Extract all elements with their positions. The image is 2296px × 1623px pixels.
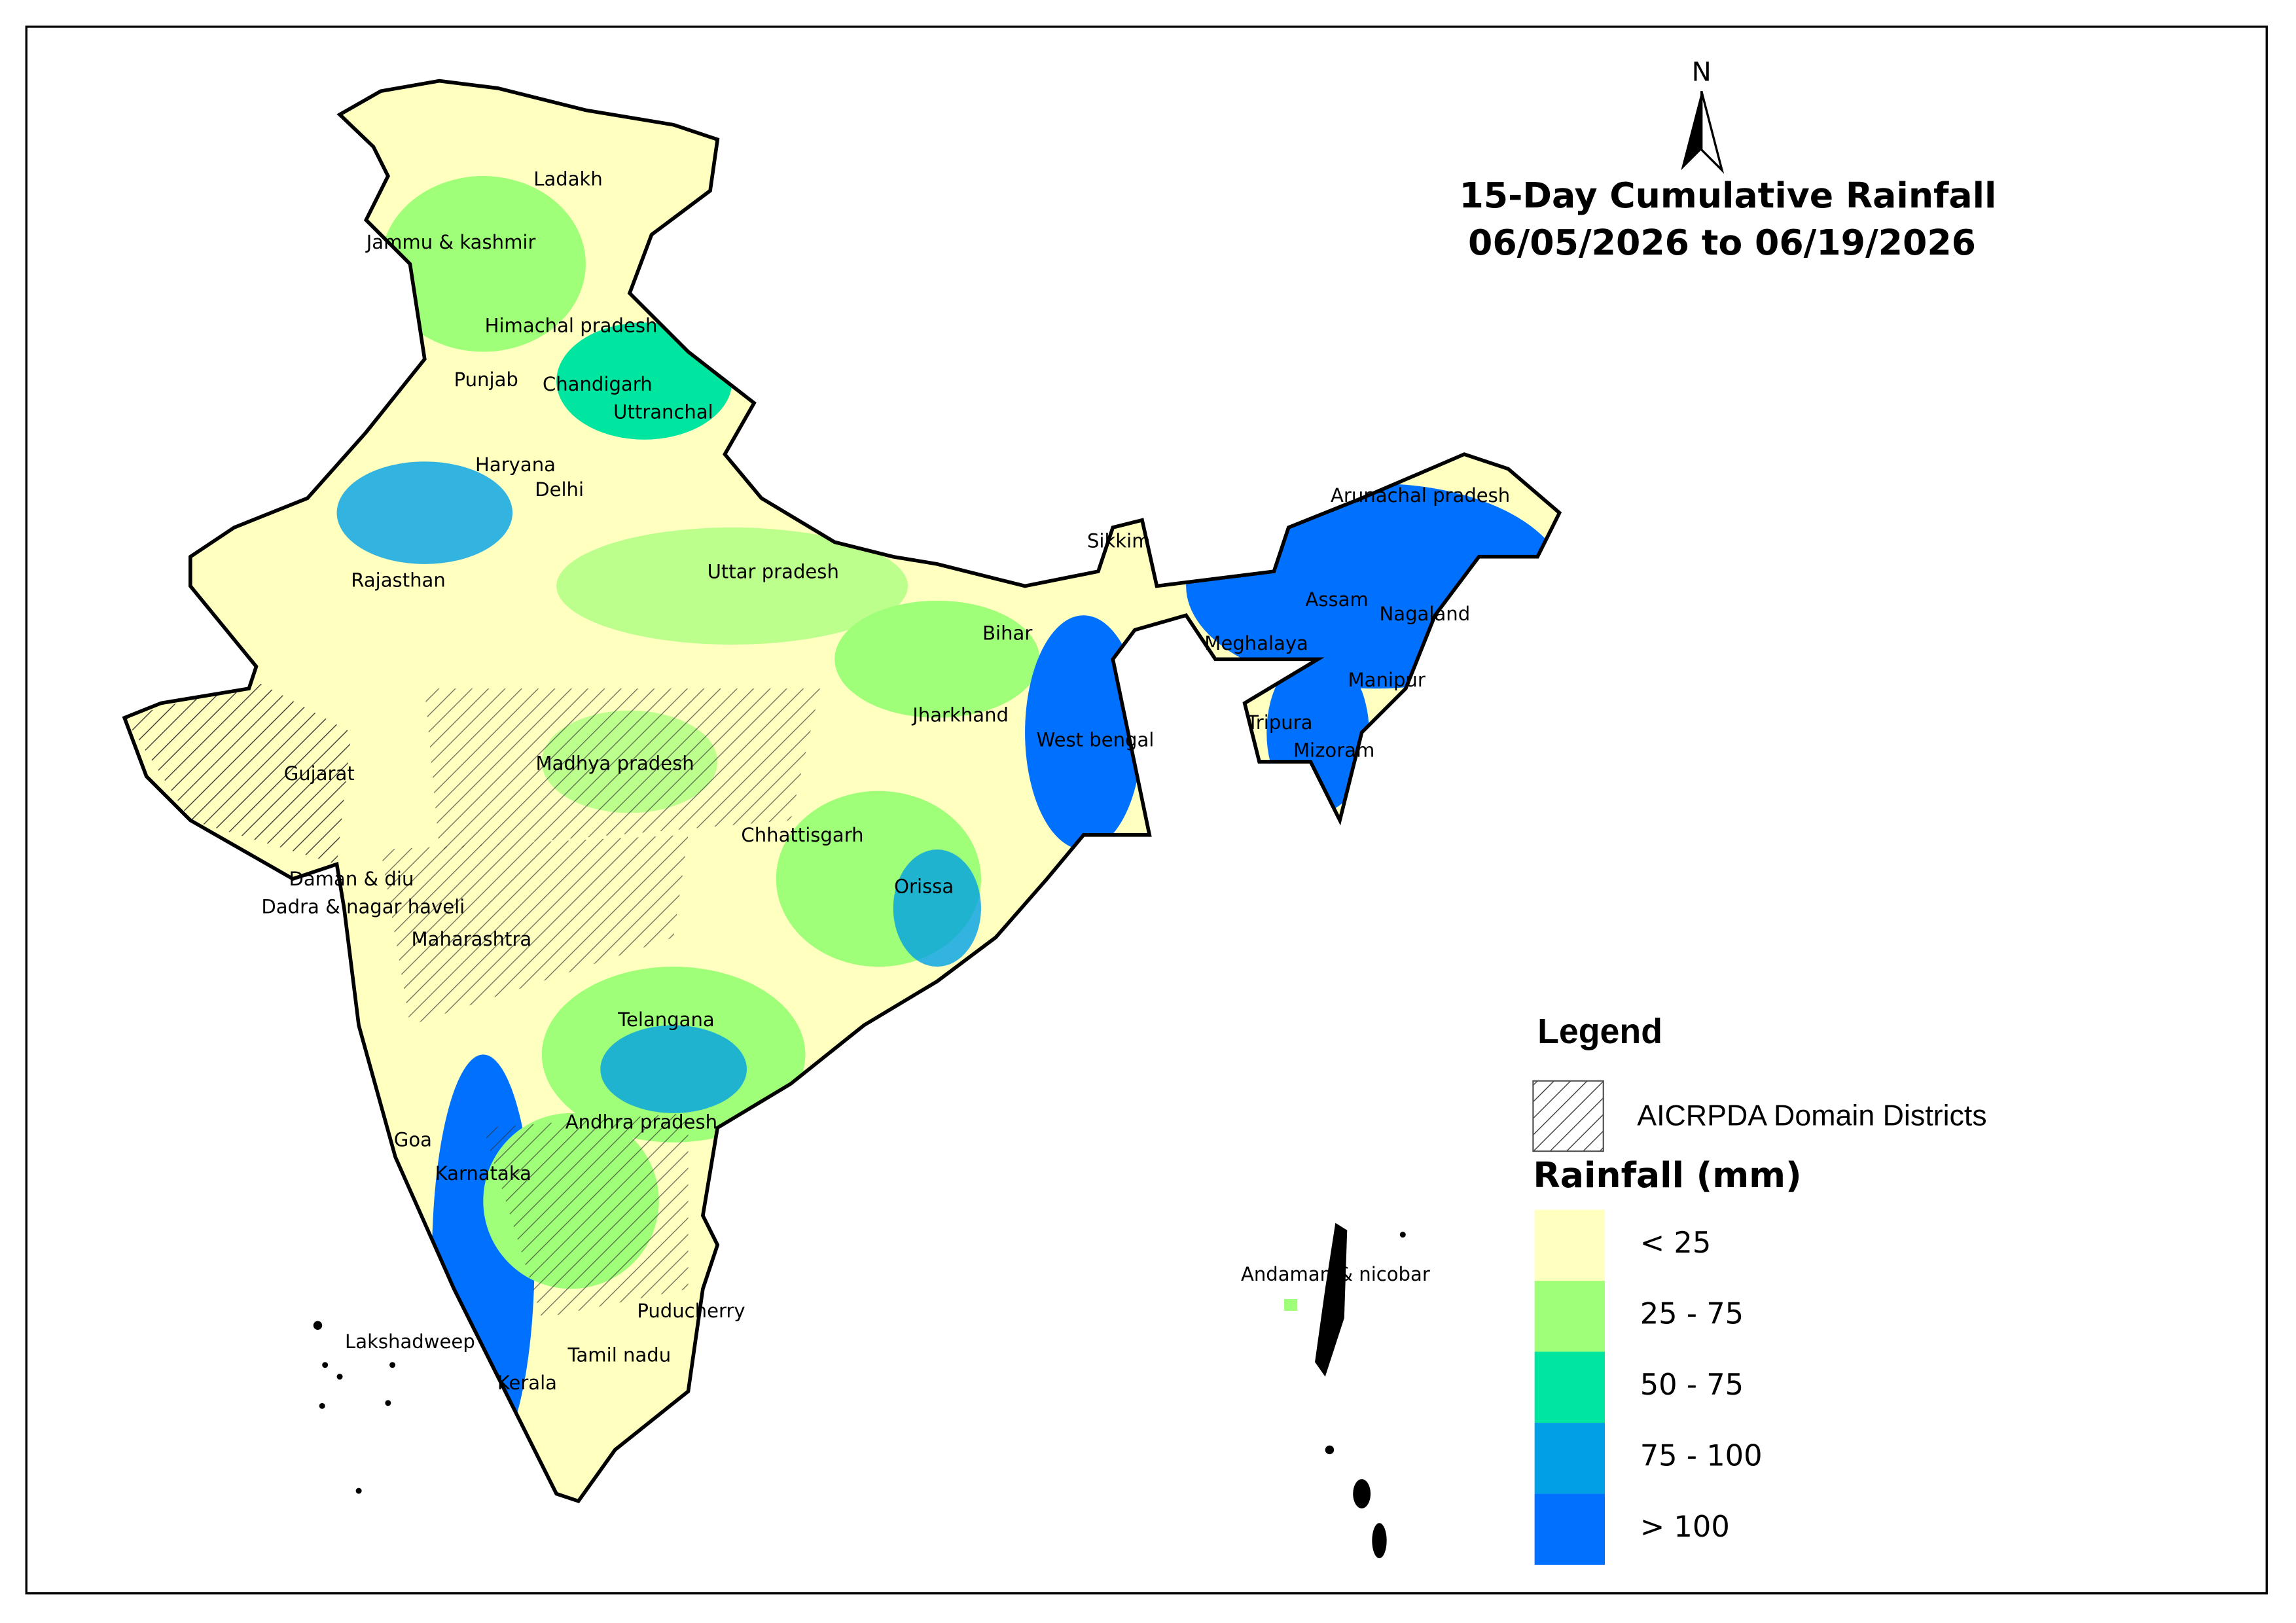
state-label: Jharkhand — [911, 704, 1009, 726]
state-label: Mizoram — [1293, 739, 1374, 761]
island-cell — [1284, 1299, 1298, 1311]
state-label: Bihar — [982, 622, 1032, 644]
legend-swatch — [1534, 1209, 1605, 1281]
state-label: West bengal — [1037, 729, 1155, 751]
state-label: Telangana — [617, 1008, 715, 1031]
state-label: Chandigarh — [543, 373, 653, 395]
state-label: Orissa — [894, 875, 954, 897]
state-label: Himachal pradesh — [485, 314, 658, 336]
legend-swatch — [1534, 1423, 1605, 1494]
legend-label: > 100 — [1640, 1509, 1730, 1544]
state-label: Punjab — [454, 368, 518, 391]
state-label: Chhattisgarh — [741, 824, 863, 846]
state-label: Goa — [394, 1128, 432, 1150]
state-label: Rajasthan — [351, 569, 446, 592]
state-label: Assam — [1305, 588, 1368, 611]
state-label: Jammu & kashmir — [365, 231, 536, 253]
legend: Legend AICRPDA Domain Districts Rainfall… — [1532, 1012, 1987, 1565]
state-label: Andhra pradesh — [565, 1111, 717, 1133]
state-label: Manipur — [1348, 669, 1426, 691]
state-label: Daman & diu — [289, 868, 414, 890]
state-label: Maharashtra — [412, 928, 532, 950]
legend-swatch — [1534, 1351, 1605, 1423]
state-label: Tripura — [1246, 711, 1312, 734]
state-label: Delhi — [535, 478, 584, 501]
state-label: Sikkim — [1087, 529, 1151, 552]
state-labels: Ladakh Jammu & kashmir Himachal pradesh Pun… — [261, 168, 1510, 1394]
rainfall-patches — [336, 176, 1560, 1465]
legend-label: 50 - 75 — [1640, 1367, 1744, 1402]
state-label: Ladakh — [533, 168, 603, 190]
hatch-label: AICRPDA Domain Districts — [1637, 1099, 1986, 1132]
state-label: Arunachal pradesh — [1331, 484, 1510, 507]
legend-label: < 25 — [1640, 1225, 1712, 1260]
state-label: Dadra & nagar haveli — [261, 896, 465, 918]
state-label: Puducherry — [637, 1300, 745, 1322]
legend-title: Legend — [1537, 1012, 1662, 1051]
title: 06/05/2026 to 06/19/2026 — [1468, 222, 1976, 263]
state-label: Uttar pradesh — [708, 560, 839, 582]
state-label: Meghalaya — [1204, 632, 1308, 654]
state-label: Nagaland — [1380, 603, 1471, 625]
legend-swatch — [1534, 1493, 1605, 1565]
aicrpda-hatch — [124, 681, 820, 1319]
legend-swatch — [1534, 1281, 1605, 1352]
legend-label: 75 - 100 — [1640, 1438, 1763, 1473]
state-label: Madhya pradesh — [536, 752, 694, 774]
legend-label: 25 - 75 — [1640, 1296, 1744, 1331]
state-label: Tamil nadu — [567, 1344, 672, 1366]
state-label: Kerala — [497, 1372, 557, 1394]
state-label: Lakshadweep — [345, 1330, 475, 1353]
state-label: Uttranchal — [613, 401, 713, 423]
state-label: Andaman & nicobar — [1241, 1263, 1430, 1285]
state-label: Gujarat — [284, 762, 355, 785]
islands — [313, 1222, 1406, 1558]
title: 15-Day Cumulative Rainfall — [1459, 175, 1996, 216]
north-label: N — [1692, 57, 1712, 87]
hatch-swatch — [1532, 1080, 1604, 1152]
state-label: Karnataka — [435, 1162, 531, 1185]
rainfall-title: Rainfall (mm) — [1533, 1154, 1801, 1196]
state-label: Haryana — [475, 454, 556, 476]
north-arrow: N — [1681, 57, 1725, 174]
